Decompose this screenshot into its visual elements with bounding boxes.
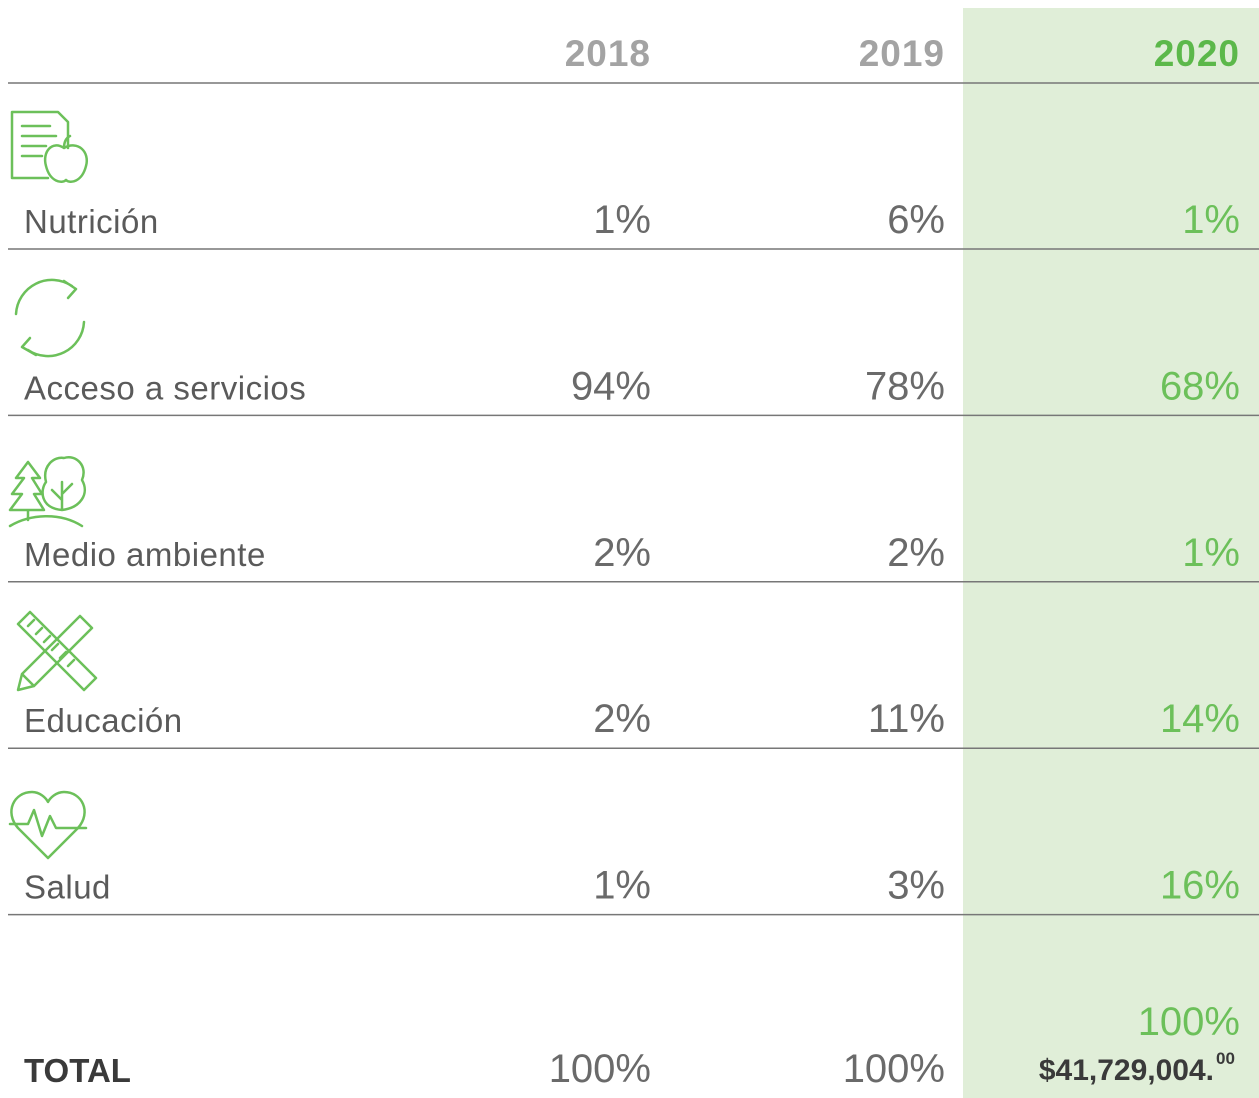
icon-education: [16, 610, 98, 692]
cell: 1%: [1182, 531, 1240, 575]
total-cents: 00: [1216, 1049, 1235, 1068]
cell: 1%: [593, 198, 651, 242]
total-cell: 100%: [549, 1047, 651, 1091]
icon-environment: [8, 455, 87, 528]
cell: 14%: [1160, 697, 1240, 741]
icon-access: [14, 278, 86, 358]
cell: 6%: [887, 198, 945, 242]
rows: Nutrición 1% 6% 1% Acceso a servicios 94% 78% 6…: [8, 198, 1259, 916]
cell: 1%: [593, 864, 651, 908]
cell: 94%: [571, 364, 651, 408]
cell: 11%: [868, 697, 945, 741]
row-label: Acceso a servicios: [24, 369, 306, 406]
total-label: TOTAL: [24, 1052, 131, 1089]
row-label: Nutrición: [24, 203, 159, 240]
total-cell: 100%: [843, 1047, 945, 1091]
highlight-column: [963, 8, 1259, 1098]
row-label: Salud: [24, 869, 111, 906]
total-amount: $41,729,004.: [1039, 1054, 1214, 1087]
header-cell: 2019: [859, 33, 945, 74]
row-label: Medio ambiente: [24, 536, 266, 573]
cell: 68%: [1160, 364, 1240, 408]
icon-nutrition: [10, 110, 89, 183]
cell: 16%: [1160, 864, 1240, 908]
header-cell: 2020: [1154, 33, 1240, 74]
cell: 78%: [865, 364, 945, 408]
cell: 2%: [887, 531, 945, 575]
cell: 2%: [593, 697, 651, 741]
cell: 2%: [593, 531, 651, 575]
total-cell: 100%: [1138, 1000, 1240, 1044]
row-label: Educación: [24, 702, 183, 739]
header-cell: 2018: [565, 33, 651, 74]
icon-health: [8, 790, 88, 860]
cell: 3%: [887, 864, 945, 908]
cell: 1%: [1182, 198, 1240, 242]
